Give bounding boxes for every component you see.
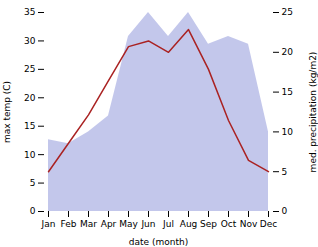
svg-text:10: 10 bbox=[24, 150, 36, 160]
svg-text:15: 15 bbox=[282, 87, 293, 97]
svg-text:10: 10 bbox=[282, 127, 294, 137]
svg-text:0: 0 bbox=[30, 206, 36, 216]
svg-text:Apr: Apr bbox=[101, 219, 117, 229]
svg-text:med. precipitation (kg/m2): med. precipitation (kg/m2) bbox=[308, 52, 318, 173]
svg-text:Sep: Sep bbox=[200, 219, 217, 229]
svg-text:30: 30 bbox=[24, 36, 36, 46]
svg-text:25: 25 bbox=[24, 64, 35, 74]
svg-text:Jun: Jun bbox=[140, 219, 155, 229]
svg-text:max temp (C): max temp (C) bbox=[2, 81, 12, 143]
svg-text:Feb: Feb bbox=[61, 219, 77, 229]
svg-text:5: 5 bbox=[30, 178, 36, 188]
svg-text:Mar: Mar bbox=[80, 219, 97, 229]
svg-text:15: 15 bbox=[24, 121, 35, 131]
svg-text:5: 5 bbox=[282, 167, 288, 177]
svg-text:Nov: Nov bbox=[240, 219, 258, 229]
svg-text:0: 0 bbox=[282, 206, 288, 216]
svg-text:May: May bbox=[119, 219, 138, 229]
svg-text:Oct: Oct bbox=[221, 219, 237, 229]
svg-text:25: 25 bbox=[282, 7, 293, 17]
svg-text:35: 35 bbox=[24, 7, 35, 17]
svg-text:Aug: Aug bbox=[180, 219, 198, 229]
svg-text:20: 20 bbox=[282, 47, 294, 57]
svg-text:Jul: Jul bbox=[162, 219, 174, 229]
svg-text:Dec: Dec bbox=[260, 219, 277, 229]
svg-text:Jan: Jan bbox=[41, 219, 56, 229]
svg-text:20: 20 bbox=[24, 93, 36, 103]
svg-text:date (month): date (month) bbox=[129, 237, 188, 247]
